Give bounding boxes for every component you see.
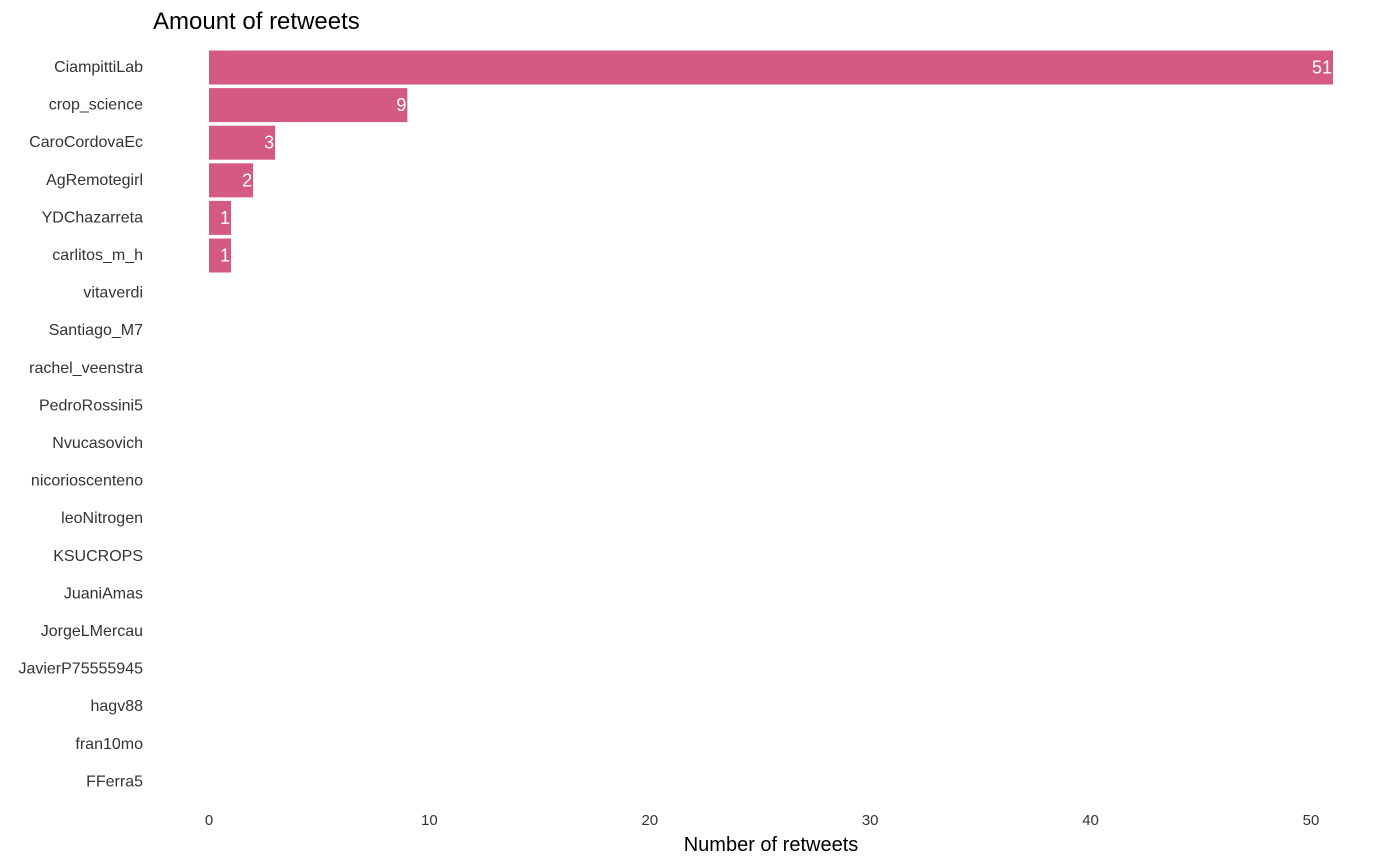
x-tick-label: 10 [421, 812, 438, 829]
category-label: KSUCROPS [53, 548, 143, 565]
x-tick-label: 40 [1082, 812, 1099, 829]
category-label: fran10mo [75, 736, 143, 753]
bar [209, 163, 254, 198]
data-label: 2 [242, 170, 252, 190]
category-label: nicorioscenteno [31, 473, 143, 490]
x-axis-ticks: 0 10 20 30 40 50 [205, 812, 1319, 829]
category-label: JuaniAmas [64, 585, 143, 602]
category-label: CaroCordovaEc [29, 134, 143, 151]
category-label: Santiago_M7 [49, 322, 143, 339]
bar [209, 125, 276, 160]
category-labels: CiampittiLab crop_science CaroCordovaEc AgR… [18, 59, 143, 790]
x-axis-title: Number of retweets [684, 834, 859, 856]
x-tick-label: 0 [205, 812, 213, 829]
bar [209, 88, 408, 123]
x-tick-label: 50 [1303, 812, 1320, 829]
category-label: JorgeLMercau [41, 623, 143, 640]
bar [209, 50, 1333, 85]
category-label: carlitos_m_h [52, 247, 143, 264]
data-label: 3 [264, 133, 274, 153]
category-label: PedroRossini5 [39, 397, 143, 414]
category-label: rachel_veenstra [29, 360, 143, 377]
category-label: AgRemotegirl [46, 172, 143, 189]
category-label: leoNitrogen [61, 510, 143, 527]
category-label: FFerra5 [86, 773, 143, 790]
data-label: 9 [396, 95, 406, 115]
x-tick-label: 20 [641, 812, 658, 829]
bar [209, 238, 232, 273]
data-label: 51 [1312, 58, 1332, 78]
chart-title: Amount of retweets [153, 8, 360, 35]
category-label: YDChazarreta [42, 209, 143, 226]
category-label: vitaverdi [83, 285, 143, 302]
category-label: CiampittiLab [54, 59, 143, 76]
x-tick-label: 30 [862, 812, 879, 829]
data-label: 1 [220, 208, 230, 228]
category-label: crop_science [49, 97, 143, 114]
category-label: Nvucasovich [52, 435, 143, 452]
category-label: hagv88 [91, 698, 144, 715]
data-label: 1 [220, 246, 230, 266]
bar [209, 200, 232, 235]
category-label: JavierP75555945 [18, 661, 143, 678]
